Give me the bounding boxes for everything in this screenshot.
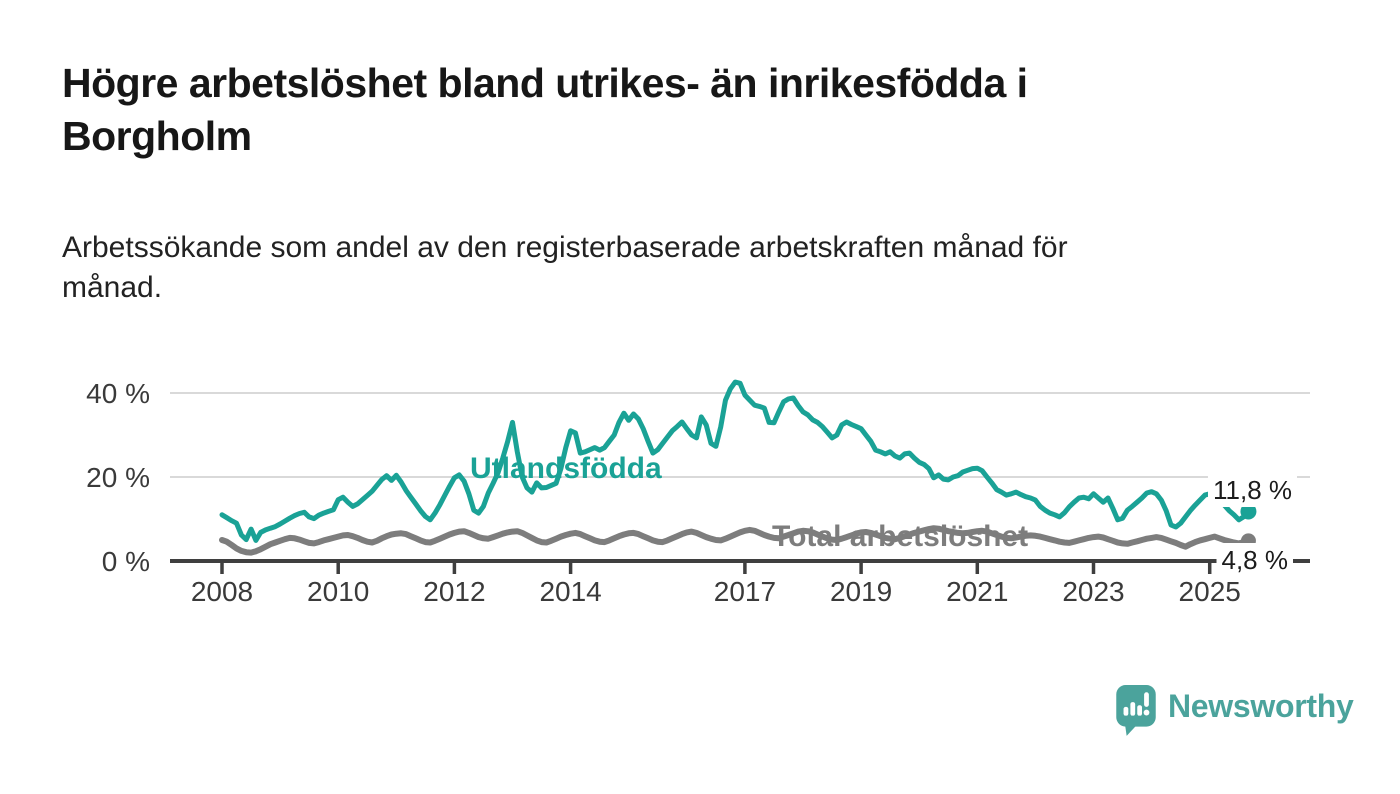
page-title-line2: Borgholm — [62, 113, 252, 159]
x-tick-label: 2025 — [1179, 576, 1241, 607]
x-tick-label: 2019 — [830, 576, 892, 607]
series-line-utlandsfodda — [219, 379, 1251, 543]
series-end-dot — [1240, 503, 1257, 520]
series-line-total — [219, 525, 1252, 556]
x-tick-label: 2021 — [946, 576, 1008, 607]
series-label-total: Total arbetslöshet — [772, 520, 1028, 553]
value-label-backing — [1216, 543, 1293, 577]
y-tick-label: 0 % — [102, 546, 150, 577]
y-tick-label: 20 % — [86, 462, 150, 493]
x-tick-label: 2010 — [307, 576, 369, 607]
page-subtitle-line1: Arbetssökande som andel av den registerb… — [62, 231, 1068, 264]
value-label-total: 4,8 % — [1222, 545, 1289, 575]
page-title-line1: Högre arbetslöshet bland utrikes- än inr… — [62, 60, 1028, 106]
x-tick-label: 2012 — [423, 576, 485, 607]
newsworthy-speech-bubble-bar-chart-icon — [1116, 685, 1156, 736]
page-subtitle-line2: månad. — [62, 271, 163, 304]
value-label-utlandsfodda: 11,8 % — [1213, 475, 1292, 505]
y-tick-label: 40 % — [86, 378, 150, 409]
x-tick-label: 2023 — [1062, 576, 1124, 607]
newsworthy-logo-text: Newsworthy — [1168, 688, 1354, 724]
x-tick-label: 2008 — [191, 576, 253, 607]
series-label-utlandsfodda: Utlandsfödda — [470, 452, 662, 485]
x-tick-label: 2014 — [539, 576, 601, 607]
unemployment-line-chart: 2008 2010 2012 2014 2017 2019 2021 2023 2025 40 %… — [86, 378, 1310, 607]
newsworthy-logo: Newsworthy — [1114, 684, 1354, 738]
page-title: Högre arbetslöshet bland utrikes- än inr… — [62, 57, 1262, 163]
value-label-backing — [1207, 473, 1297, 507]
x-tick-label: 2017 — [714, 576, 776, 607]
page-subtitle: Arbetssökande som andel av den registerb… — [62, 228, 1322, 308]
